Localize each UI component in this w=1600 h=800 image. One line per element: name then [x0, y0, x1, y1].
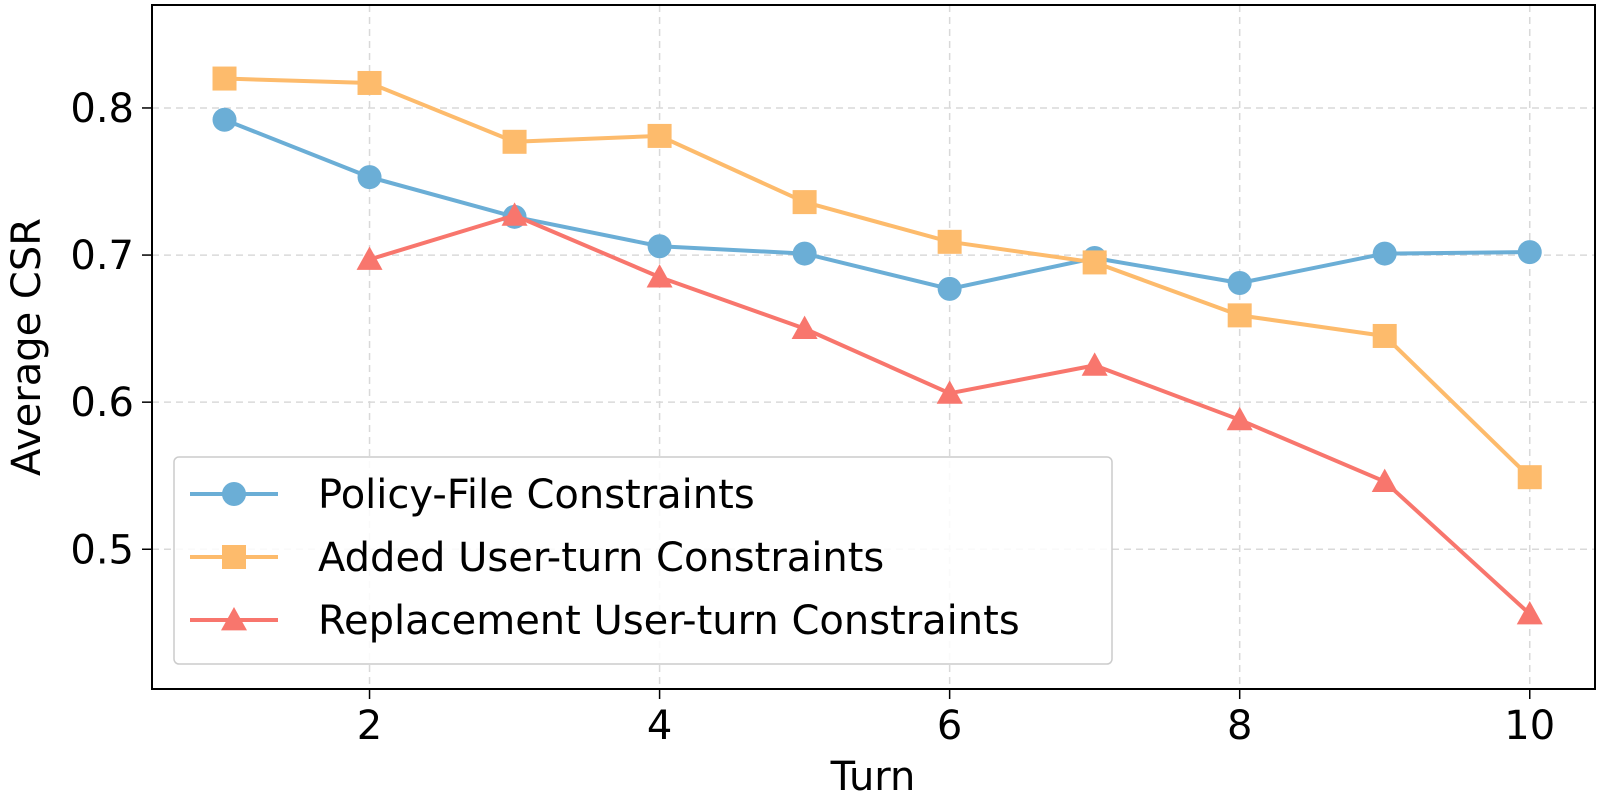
- series-layer: [212, 66, 1543, 625]
- data-point: [212, 107, 237, 132]
- data-point: [646, 264, 673, 288]
- legend-box: [173, 456, 1113, 665]
- legend-marker: [222, 482, 246, 506]
- data-point: [1081, 352, 1108, 376]
- data-point: [1517, 465, 1542, 490]
- x-axis-title: Turn: [830, 754, 916, 800]
- axis-ticks: 2 4 6 8 10 0.5 0.6 0.7 0.8: [70, 86, 1555, 749]
- data-point: [356, 246, 383, 270]
- data-point: [502, 129, 527, 154]
- x-tick-label: 8: [1227, 703, 1252, 749]
- legend-label: Replacement User-turn Constraints: [318, 598, 1020, 644]
- y-tick-label: 0.7: [70, 233, 134, 279]
- data-point: [936, 380, 963, 404]
- data-point: [1371, 468, 1398, 492]
- data-point: [1227, 303, 1252, 328]
- legend-entry: Added User-turn Constraints: [190, 535, 884, 581]
- data-point: [1082, 250, 1107, 275]
- legend-entry: Policy-File Constraints: [190, 472, 755, 518]
- data-point: [1226, 406, 1253, 431]
- data-point: [1227, 271, 1252, 296]
- y-tick-label: 0.8: [70, 86, 134, 132]
- data-point: [1517, 240, 1542, 265]
- data-point: [357, 165, 382, 190]
- series-line: [222, 117, 1532, 291]
- y-axis-title: Average CSR: [4, 218, 50, 476]
- y-tick-label: 0.5: [70, 527, 134, 573]
- data-point: [357, 70, 382, 95]
- legend-label: Added User-turn Constraints: [318, 535, 884, 581]
- data-point: [501, 202, 528, 226]
- data-point: [1372, 323, 1397, 348]
- legend-marker: [221, 607, 247, 631]
- data-point: [647, 234, 672, 259]
- data-point: [647, 123, 672, 148]
- data-point: [1516, 600, 1543, 625]
- data-point: [1372, 241, 1397, 266]
- x-tick-label: 2: [357, 703, 382, 749]
- legend-entry: Replacement User-turn Constraints: [190, 598, 1020, 644]
- plot-frame: [151, 4, 1596, 690]
- series-line: [222, 76, 1532, 480]
- data-point: [792, 190, 817, 215]
- legend-label: Policy-File Constraints: [318, 472, 755, 518]
- data-point: [212, 66, 237, 91]
- legend: Policy-File Constraints Added User-turn C…: [173, 456, 1113, 665]
- legend-entries: Policy-File Constraints Added User-turn C…: [190, 472, 1020, 644]
- data-point: [791, 315, 818, 340]
- series-3: [356, 202, 1543, 625]
- data-point: [937, 229, 962, 254]
- y-tick-label: 0.6: [70, 380, 134, 426]
- series-1: [212, 107, 1542, 301]
- x-tick-label: 10: [1504, 703, 1555, 749]
- x-tick-label: 6: [937, 703, 962, 749]
- x-tick-label: 4: [647, 703, 672, 749]
- legend-marker: [222, 545, 246, 569]
- data-point: [792, 241, 817, 266]
- data-point: [937, 276, 962, 301]
- series-2: [212, 66, 1542, 490]
